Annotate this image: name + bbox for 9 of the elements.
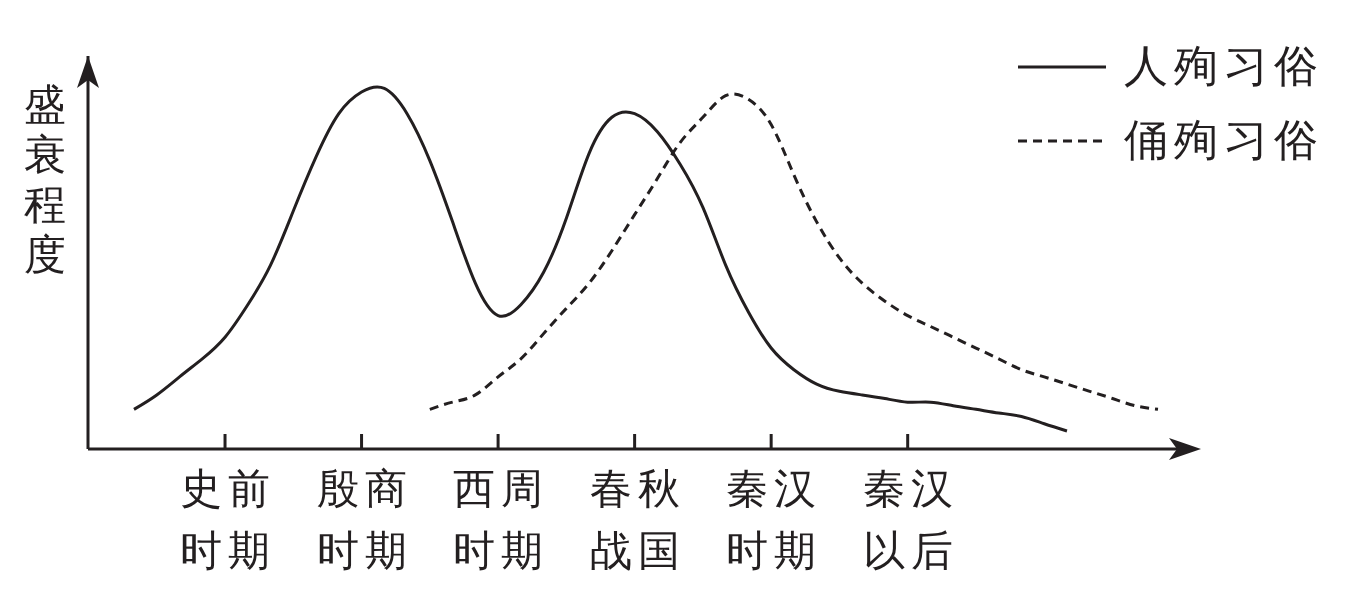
x-tick-label: 西周时期 — [453, 466, 550, 574]
x-tick-label: 秦汉时期 — [726, 466, 823, 574]
x-tick-label: 史前时期 — [180, 466, 277, 574]
x-tick-label: 秦汉以后 — [862, 466, 959, 574]
y-axis-title: 盛衰程度 — [24, 82, 66, 278]
x-tick-label: 春秋战国 — [589, 466, 686, 574]
legend-label: 人殉习俗 — [1124, 42, 1324, 91]
legend-label: 俑殉习俗 — [1124, 116, 1324, 165]
x-tick-label: 殷商时期 — [316, 466, 413, 574]
